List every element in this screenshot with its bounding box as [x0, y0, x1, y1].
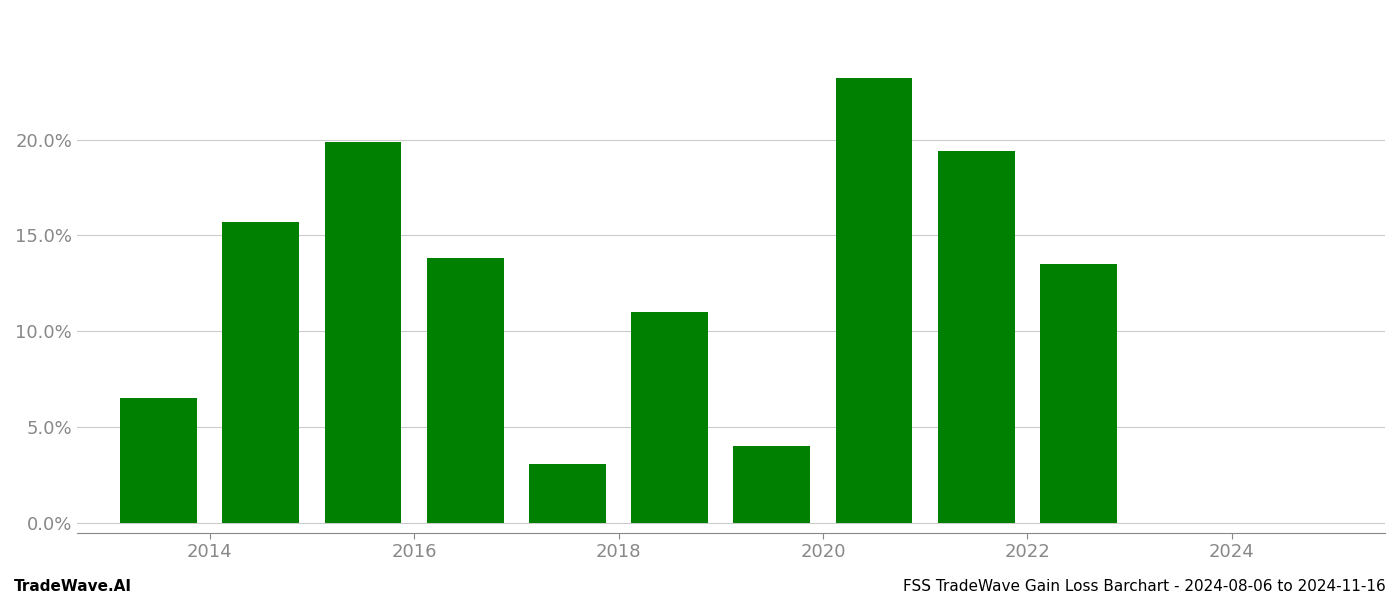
Bar [734, 446, 811, 523]
Bar [120, 398, 197, 523]
Bar [631, 312, 708, 523]
Bar [529, 464, 606, 523]
Bar [325, 142, 402, 523]
Bar [1040, 264, 1117, 523]
Text: FSS TradeWave Gain Loss Barchart - 2024-08-06 to 2024-11-16: FSS TradeWave Gain Loss Barchart - 2024-… [903, 579, 1386, 594]
Text: TradeWave.AI: TradeWave.AI [14, 579, 132, 594]
Bar [223, 222, 300, 523]
Bar [836, 78, 913, 523]
Bar [427, 259, 504, 523]
Bar [938, 151, 1015, 523]
